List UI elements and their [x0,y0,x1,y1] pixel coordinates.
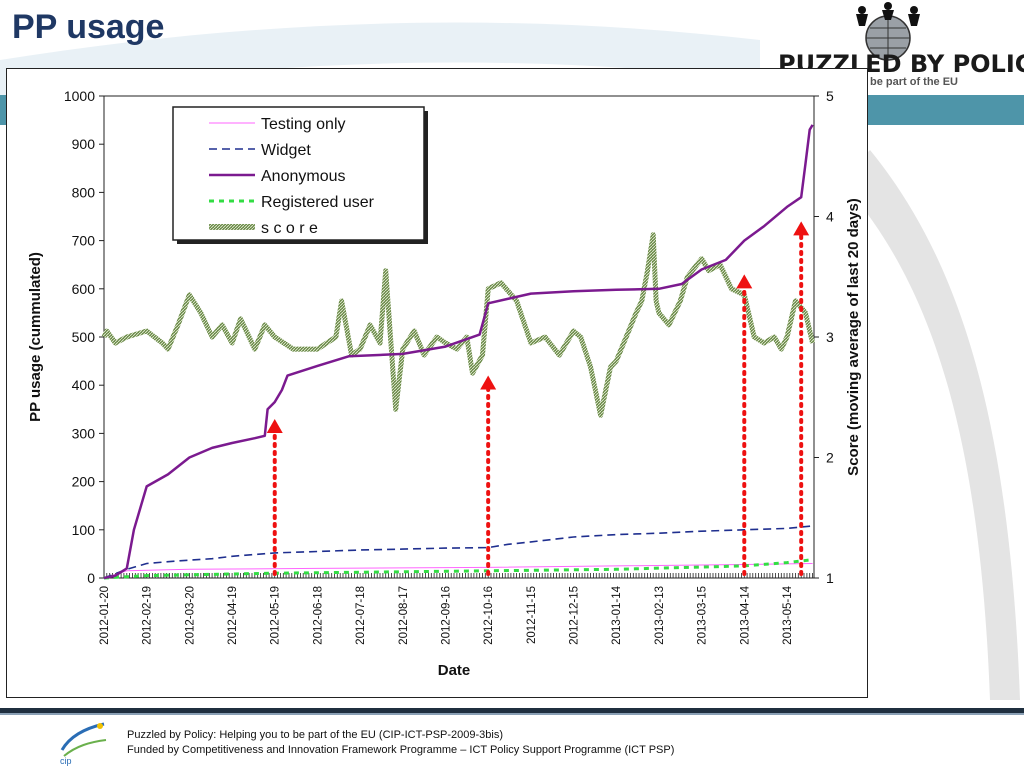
legend-label: Anonymous [261,168,346,185]
footer-line-2: Funded by Competitiveness and Innovation… [127,744,675,756]
y-tick-label: 700 [72,233,96,249]
series-line-widget [103,525,813,579]
x-tick-label: 2013-01-14 [611,585,623,644]
legend-label: Widget [261,142,311,159]
footer-accent [0,713,1024,715]
x-tick-label: 2012-05-19 [270,586,282,645]
annotation-arrow-head [736,274,753,289]
y-tick-label: 400 [72,377,96,393]
x-tick-label: 2012-08-17 [398,586,410,645]
chart-frame: 0 100 200 300 400 500 600 700 800 900 1000 1 2 3 4 5 201… [6,68,868,698]
svg-text:cip: cip [60,756,72,766]
y2-tick-label: 3 [826,329,834,345]
slide-title: PP usage [12,8,165,46]
footer-line-1: Puzzled by Policy: Helping you to be par… [127,729,504,741]
y2-tick-label: 5 [826,88,834,104]
logo-subtext: be part of the EU [870,76,959,88]
footer-bar [0,708,1024,713]
x-tick-label: 2012-11-15 [526,586,538,644]
legend-label: Testing only [261,116,346,133]
x-tick-label: 2012-09-16 [440,586,452,645]
y2-tick-label: 1 [826,570,834,586]
series-line-anonymous [103,124,814,580]
y-tick-label: 0 [87,570,95,586]
x-tick-label: 2013-03-15 [697,586,709,645]
y-tick-label: 1000 [64,88,95,104]
y-tick-label: 500 [72,329,96,345]
cip-logo: cip [56,716,112,766]
y-tick-label: 300 [72,425,96,441]
y2-tick-label: 2 [826,450,834,466]
x-tick-label: 2012-12-15 [569,586,581,645]
y2-axis-label: Score (moving average of last 20 days) [845,198,862,476]
x-tick-label: 2013-05-14 [782,585,794,644]
chart: 0 100 200 300 400 500 600 700 800 900 1000 1 2 3 4 5 201… [27,88,862,679]
y-tick-label: 100 [72,522,96,538]
x-axis-label: Date [438,662,471,679]
series-line-testing-only [103,563,813,579]
y-axis-label: PP usage (cummulated) [27,252,44,422]
x-tick-label: 2012-07-18 [355,586,367,645]
x-tick-label: 2013-04-14 [739,585,751,644]
series-line-s-c-o-r-e [101,232,816,418]
x-tick-label: 2012-04-19 [227,586,239,645]
annotation-arrow-head [266,418,283,433]
legend-box [172,106,425,241]
y-tick-label: 900 [72,136,96,152]
y-tick-label: 800 [72,184,96,200]
x-tick-label: 2012-03-20 [184,586,196,645]
y-tick-label: 200 [72,474,96,490]
annotation-arrow-head [793,221,810,236]
x-tick-label: 2012-10-16 [483,586,495,645]
x-tick-label: 2012-06-18 [312,586,324,645]
y2-tick-label: 4 [826,209,834,225]
legend-label: Registered user [261,194,375,211]
x-tick-label: 2012-02-19 [142,586,154,645]
legend-label: s c o r e [261,220,318,237]
y-tick-label: 600 [72,281,96,297]
annotation-arrow-head [480,375,497,390]
series-line-registered-user [103,558,813,580]
x-tick-label: 2012-01-20 [99,586,111,645]
x-minor-ticks [103,573,813,578]
x-tick-label: 2013-02-13 [654,586,666,645]
puzzled-by-policy-logo [856,2,920,61]
